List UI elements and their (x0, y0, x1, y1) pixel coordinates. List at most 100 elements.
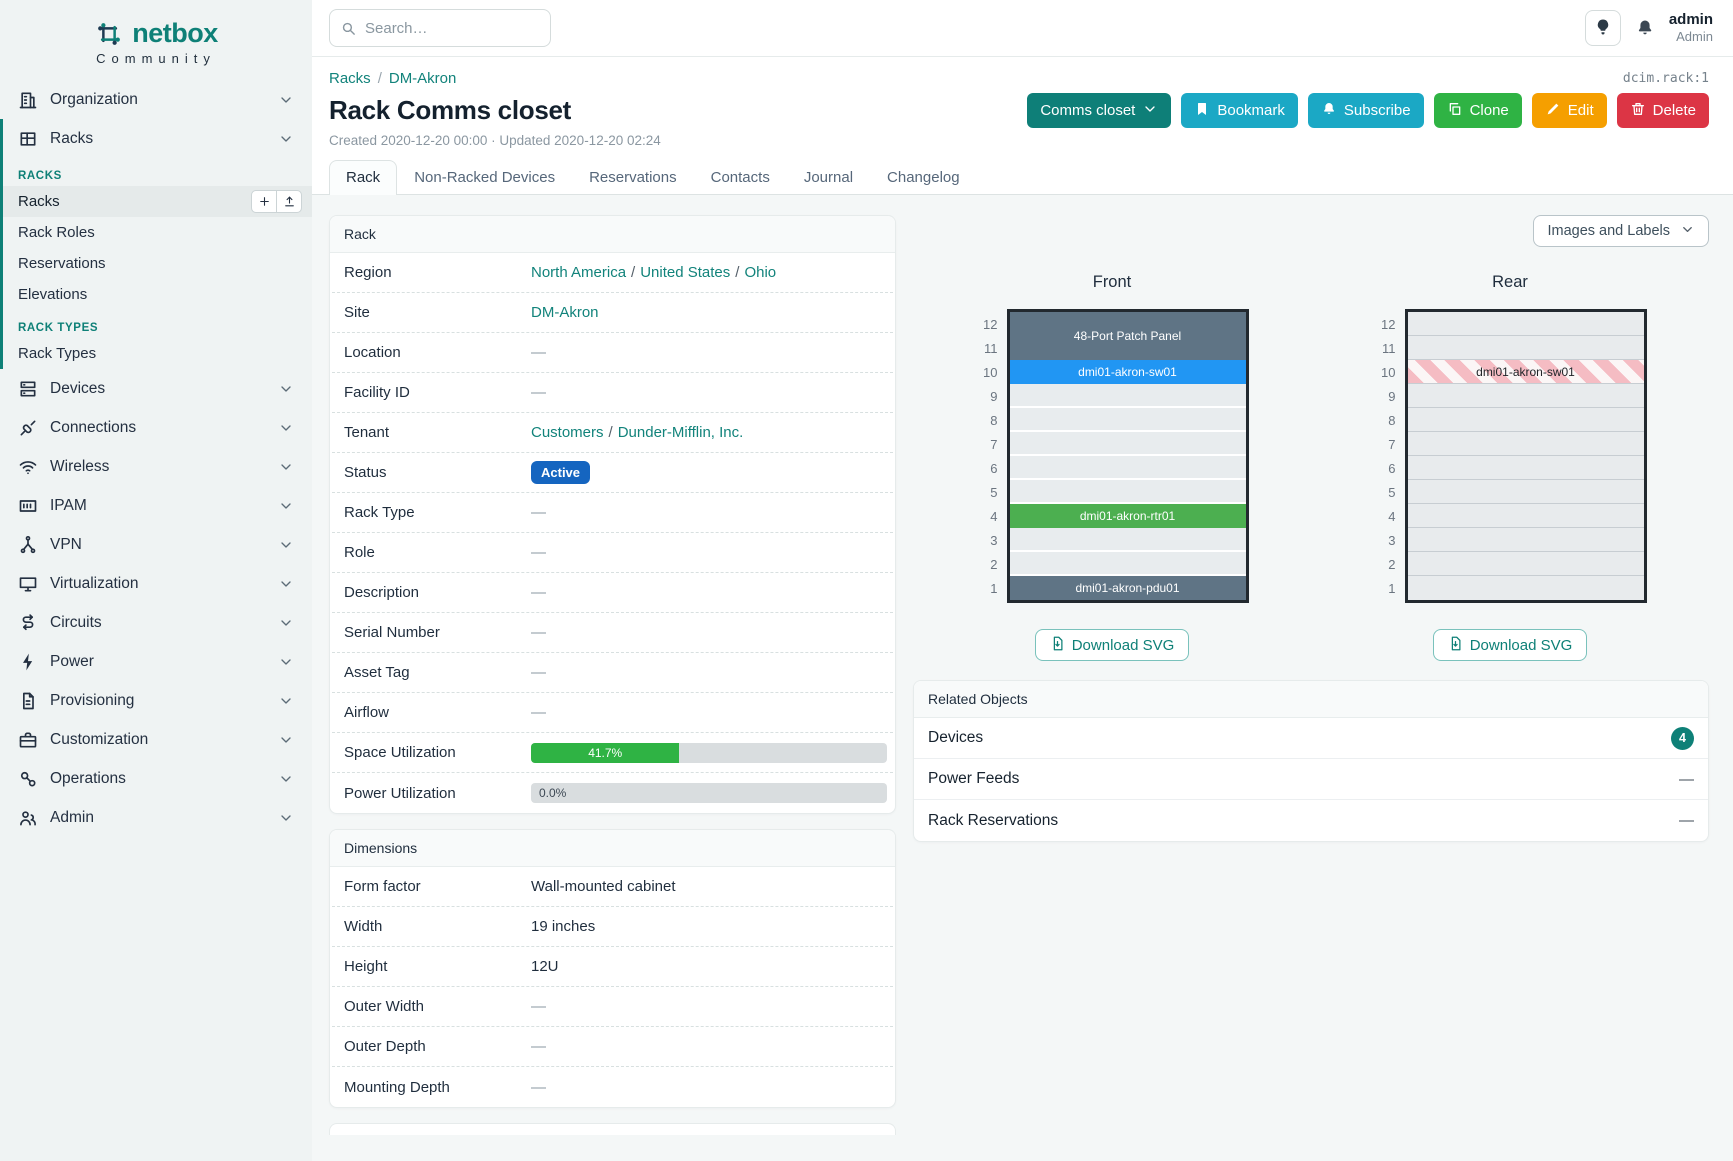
sidebar-item-label: Devices (50, 379, 106, 397)
chevron-down-icon (281, 502, 291, 509)
row-label: Space Utilization (344, 744, 456, 761)
provisioning-icon (23, 692, 34, 709)
tab-journal[interactable]: Journal (803, 169, 854, 186)
related-link-devices[interactable]: Devices (928, 729, 984, 746)
sidebar-item-provisioning[interactable]: Provisioning (0, 681, 312, 720)
search-input[interactable] (365, 19, 540, 37)
value-link-north-america[interactable]: North America (531, 264, 627, 281)
sidebar-subitem-racks[interactable]: Racks (3, 186, 312, 217)
import-button[interactable] (276, 190, 302, 213)
table-row: Rack Type — (332, 493, 893, 533)
rack-slot-empty[interactable] (1407, 408, 1644, 432)
delete-button[interactable]: Delete (1616, 93, 1709, 128)
rack-slot-empty[interactable] (1407, 312, 1644, 336)
rack-slot-empty[interactable] (1407, 576, 1644, 600)
subscribe-button[interactable]: Subscribe (1307, 93, 1424, 128)
table-row: Facility ID — (332, 373, 893, 413)
tab-rack[interactable]: Rack (329, 160, 398, 195)
value-link-customers[interactable]: Customers (531, 424, 604, 441)
sidebar-subitem-rack-roles[interactable]: Rack Roles (3, 217, 312, 248)
chevron-down-icon (281, 814, 291, 821)
rack-slot-empty[interactable] (1009, 456, 1246, 480)
rack-slot-empty[interactable] (1009, 528, 1246, 552)
tab-contacts[interactable]: Contacts (710, 169, 770, 186)
theme-toggle-button[interactable] (1584, 10, 1621, 46)
sidebar-item-devices[interactable]: Devices (0, 369, 312, 408)
rack-slot-empty[interactable] (1009, 432, 1246, 456)
sidebar-subitem-label: Rack Roles (18, 224, 95, 241)
images-and-labels-dropdown[interactable]: Images and Labels (1533, 215, 1709, 247)
rack-slot-empty[interactable] (1407, 384, 1644, 408)
connections-icon (20, 420, 36, 435)
related-link-rack-reservations[interactable]: Rack Reservations (928, 811, 1059, 829)
sidebar-item-connections[interactable]: Connections (0, 408, 312, 447)
logo[interactable]: netbox Community (0, 10, 312, 80)
table-row: Tenant Customers / Dunder-Mifflin, Inc. (332, 413, 893, 453)
unit-number: 10 (983, 364, 998, 380)
clone-button[interactable]: Clone (1433, 93, 1522, 128)
sidebar-item-vpn[interactable]: VPN (0, 525, 312, 564)
value-link-united-states[interactable]: United States (640, 264, 731, 281)
notifications-bell-icon[interactable] (1635, 18, 1655, 38)
bookmark-button[interactable]: Bookmark (1181, 93, 1298, 128)
related-row: Devices 4 (914, 718, 1708, 759)
sidebar-item-admin[interactable]: Admin (0, 798, 312, 837)
value-link-ohio[interactable]: Ohio (744, 264, 777, 281)
rack-slot-empty[interactable] (1407, 336, 1644, 360)
sidebar-item-label: Operations (50, 769, 126, 787)
sidebar-item-circuits[interactable]: Circuits (0, 603, 312, 642)
context-dropdown-button[interactable]: Comms closet (1027, 93, 1172, 128)
breadcrumb-site-link[interactable]: DM-Akron (388, 70, 457, 87)
sidebar-item-power[interactable]: Power (0, 642, 312, 681)
rack-slot-empty[interactable] (1407, 552, 1644, 576)
admin-icon (20, 810, 36, 825)
rack-slot-empty[interactable] (1407, 504, 1644, 528)
tab-reservations[interactable]: Reservations (589, 169, 677, 186)
rack-slot-empty[interactable] (1407, 480, 1644, 504)
rack-slot-empty[interactable] (1407, 432, 1644, 456)
user-role: Admin (1676, 29, 1713, 45)
sidebar-subitem-rack-types[interactable]: Rack Types (3, 338, 312, 369)
front-download-svg-button[interactable]: Download SVG (1034, 629, 1190, 661)
rack-slot-empty[interactable] (1407, 456, 1644, 480)
rack-slot-empty[interactable] (1009, 552, 1246, 576)
chevron-down-icon (1145, 105, 1156, 112)
tab-non-racked-devices[interactable]: Non-Racked Devices (414, 169, 556, 186)
rack-slot-device-dmi01-akron-sw01[interactable]: dmi01-akron-sw01 (1407, 360, 1644, 384)
rack-slot-device-48-port-patch-panel[interactable]: 48-Port Patch Panel (1009, 312, 1246, 360)
add-button[interactable] (251, 190, 277, 213)
sidebar-item-wireless[interactable]: Wireless (0, 447, 312, 486)
sidebar-subitem-reservations[interactable]: Reservations (3, 248, 312, 279)
sidebar-item-ipam[interactable]: IPAM (0, 486, 312, 525)
sidebar-item-organization[interactable]: Organization (0, 80, 312, 119)
rack-slot-empty[interactable] (1009, 480, 1246, 504)
user-menu[interactable]: admin Admin (1669, 11, 1713, 46)
breadcrumb-racks-link[interactable]: Racks (329, 70, 371, 87)
unit-number: 8 (1388, 412, 1396, 428)
unit-number: 11 (1382, 340, 1396, 356)
rack-slot-empty[interactable] (1009, 384, 1246, 408)
sidebar-item-racks[interactable]: Racks (3, 119, 312, 158)
sidebar-subitem-elevations[interactable]: Elevations (3, 279, 312, 310)
sidebar-item-customization[interactable]: Customization (0, 720, 312, 759)
search-icon (342, 22, 355, 35)
rack-slot-device-dmi01-akron-sw01[interactable]: dmi01-akron-sw01 (1009, 360, 1246, 384)
chevron-down-icon (281, 580, 291, 587)
row-label: Description (344, 584, 420, 601)
rack-slot-empty[interactable] (1407, 528, 1644, 552)
row-value: Active (531, 461, 881, 484)
rack-slot-device-dmi01-akron-rtr01[interactable]: dmi01-akron-rtr01 (1009, 504, 1246, 528)
rear-download-svg-button[interactable]: Download SVG (1432, 629, 1588, 661)
row-label: Rack Type (344, 504, 415, 521)
related-link-power-feeds[interactable]: Power Feeds (928, 770, 1020, 787)
chevron-down-icon (278, 459, 294, 475)
rack-slot-device-dmi01-akron-pdu01[interactable]: dmi01-akron-pdu01 (1009, 576, 1246, 600)
sidebar-item-operations[interactable]: Operations (0, 759, 312, 798)
tab-changelog[interactable]: Changelog (887, 169, 960, 186)
sidebar-item-virtualization[interactable]: Virtualization (0, 564, 312, 603)
edit-button[interactable]: Edit (1531, 93, 1607, 128)
rack-slot-empty[interactable] (1009, 408, 1246, 432)
table-row: Status Active (332, 453, 893, 493)
value-link-dunder-mifflin-inc[interactable]: Dunder-Mifflin, Inc. (617, 424, 744, 441)
value-link-dm-akron[interactable]: DM-Akron (531, 304, 599, 321)
